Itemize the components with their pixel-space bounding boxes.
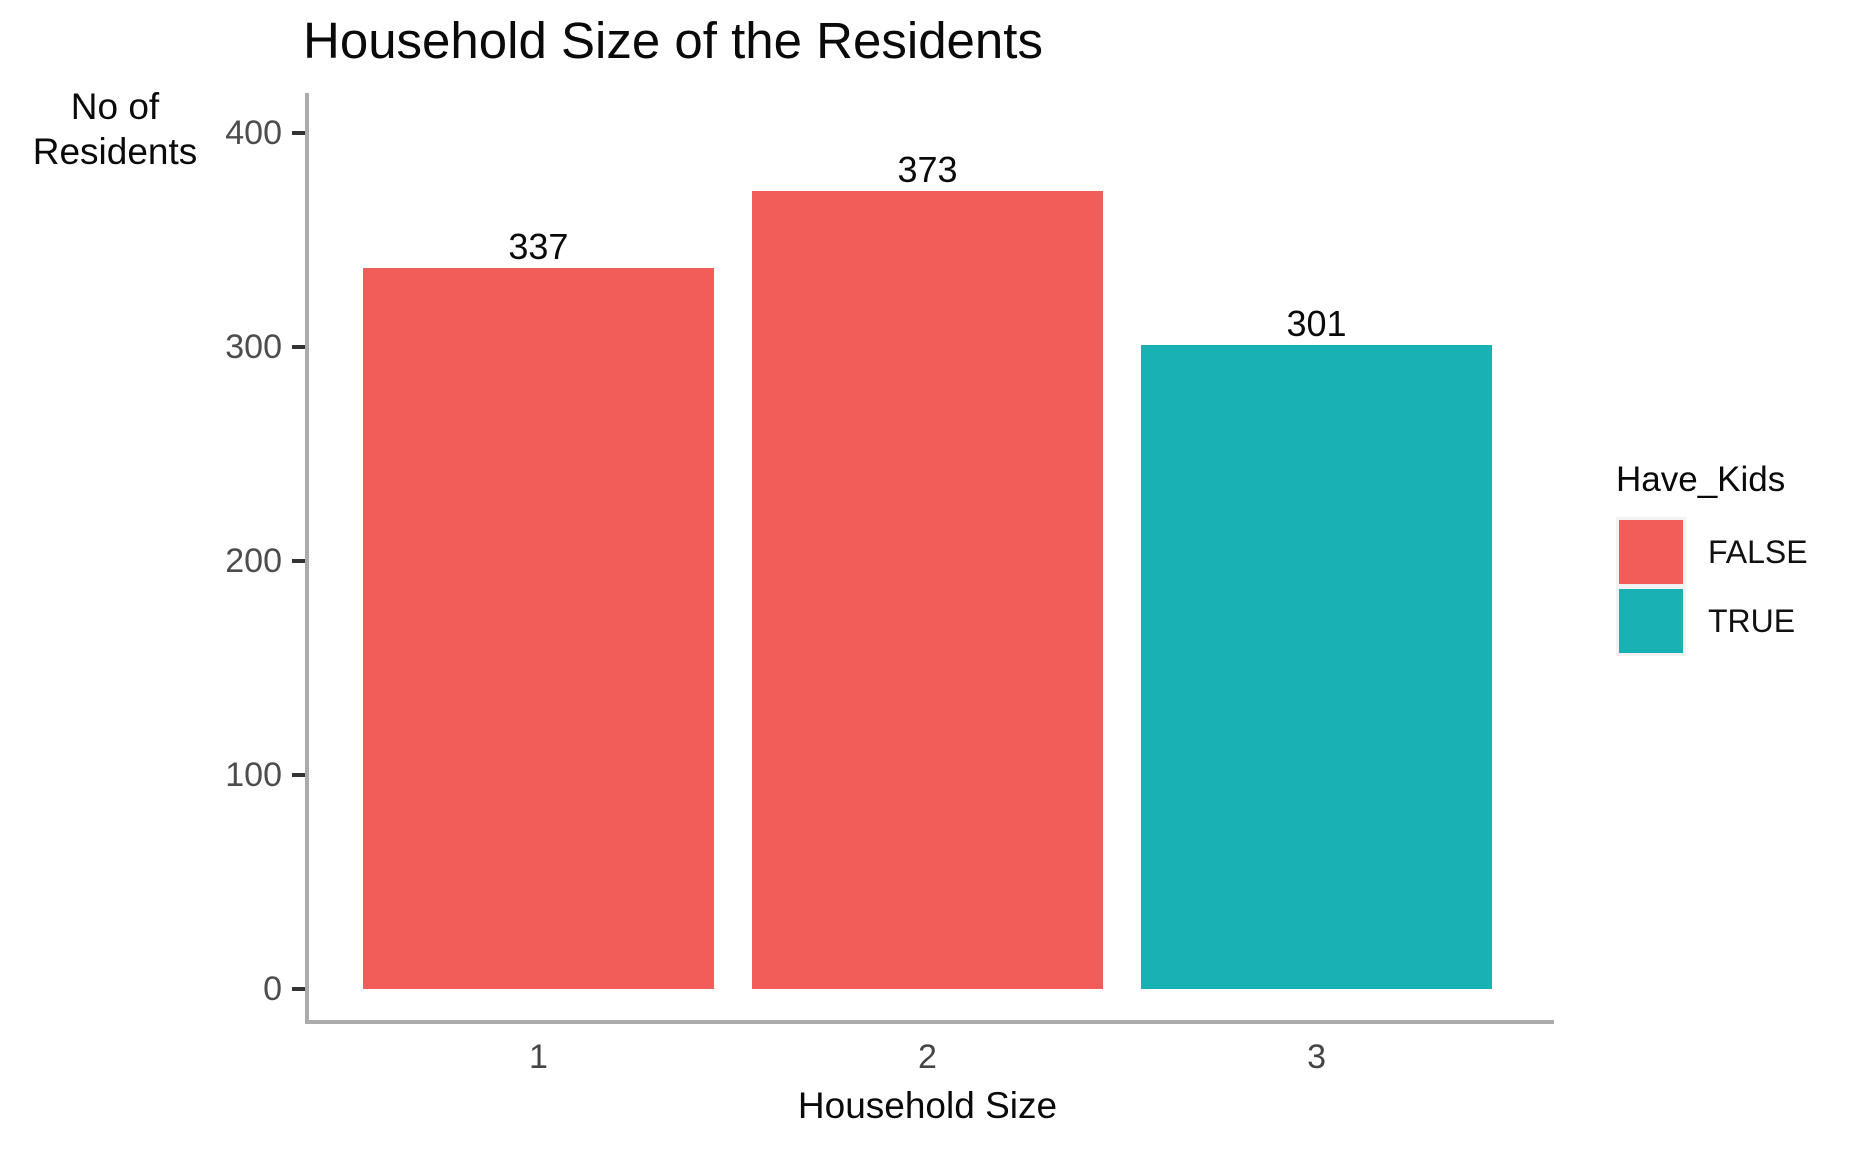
y-tick-mark	[292, 345, 305, 349]
y-tick-mark	[292, 559, 305, 563]
legend-item-true: TRUE	[1619, 589, 1872, 653]
legend-title: Have_Kids	[1616, 460, 1786, 499]
legend-swatch-true-icon	[1619, 589, 1683, 653]
y-tick-label: 100	[225, 756, 282, 794]
bar-household-1	[363, 267, 714, 989]
legend-label-false: FALSE	[1708, 533, 1808, 570]
y-tick-label: 0	[263, 970, 282, 1008]
x-tick-label: 2	[918, 1038, 937, 1076]
bar-value-label: 373	[897, 148, 958, 190]
x-tick-label: 3	[1307, 1038, 1327, 1076]
bar-value-label: 337	[508, 225, 569, 267]
x-tick-label: 1	[528, 1038, 548, 1076]
bar-household-2	[752, 190, 1103, 989]
y-axis-title: No of Residents	[32, 86, 198, 172]
y-tick-mark	[292, 773, 305, 777]
y-tick-label: 200	[225, 542, 282, 580]
bar-value-label: 301	[1286, 302, 1347, 344]
legend-swatch-false-icon	[1619, 520, 1683, 584]
y-tick-mark	[292, 131, 305, 135]
y-tick-label: 400	[225, 114, 282, 152]
legend: Have_Kids FALSE TRUE	[1616, 458, 1872, 658]
x-axis-line	[305, 1020, 1554, 1024]
legend-label-true: TRUE	[1708, 602, 1796, 639]
legend-item-false: FALSE	[1619, 520, 1872, 584]
chart-title: Household Size of the Residents	[303, 12, 1043, 69]
y-tick-label: 300	[225, 328, 282, 366]
x-axis-title: Household Size	[797, 1085, 1058, 1126]
y-tick-mark	[292, 987, 305, 991]
bar-household-3	[1141, 344, 1492, 989]
y-axis-line	[305, 93, 309, 1024]
